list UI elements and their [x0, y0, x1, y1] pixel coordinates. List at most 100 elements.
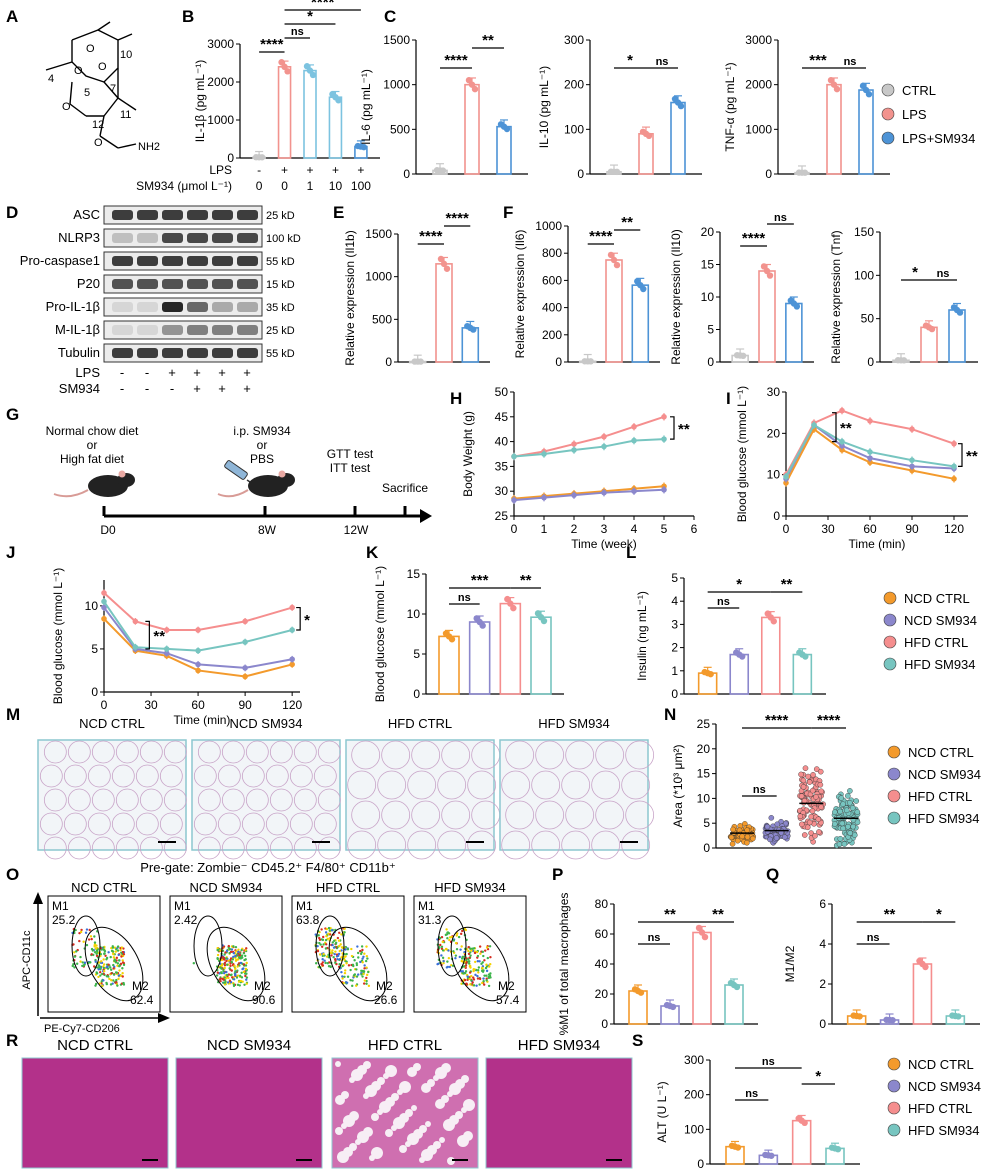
data-point: [802, 765, 809, 772]
adipocyte: [437, 830, 467, 860]
data-point: [853, 798, 860, 804]
flow-event: [485, 969, 489, 973]
significance-label: ns: [774, 212, 787, 224]
significance-label: ****: [742, 230, 766, 247]
x-tick-label: 0: [783, 522, 790, 536]
y-tick-label: 200: [684, 1088, 704, 1102]
flow-event: [480, 969, 484, 973]
series-line: [103, 600, 293, 652]
flow-event: [469, 954, 472, 957]
series-point: [101, 598, 107, 605]
band-label: M-IL-1β: [55, 322, 100, 337]
data-point: [763, 267, 771, 275]
lipid-droplet: [335, 1061, 341, 1067]
flow-event: [233, 967, 237, 971]
flow-event: [225, 970, 228, 974]
data-point: [804, 824, 811, 831]
flow-event: [119, 948, 122, 952]
x-tick-label: 5: [661, 522, 668, 536]
adipocyte: [407, 770, 437, 800]
adipocyte: [39, 812, 63, 836]
lipid-droplet: [349, 1111, 359, 1121]
significance-label: *: [815, 1068, 821, 1085]
adipocyte: [67, 788, 91, 812]
flow-event: [455, 934, 458, 937]
data-point: [767, 836, 773, 843]
flow-event: [119, 962, 123, 966]
flow-event: [320, 963, 324, 966]
gate-label: M1: [418, 899, 435, 913]
data-point: [774, 821, 781, 828]
bar: [792, 653, 813, 695]
flow-event: [444, 947, 448, 951]
bar: [692, 931, 712, 1025]
flow-cytometry-row: Pre-gate: Zombie⁻ CD45.2⁺ F4/80⁺ CD11b⁺ A…: [21, 860, 527, 1035]
legend-label: NCD CTRL: [908, 1057, 974, 1072]
flow-event: [222, 981, 225, 984]
flow-event: [365, 973, 369, 977]
bar: [464, 83, 480, 175]
adipocyte: [265, 764, 289, 788]
data-point: [768, 815, 775, 821]
adipocyte: [111, 812, 135, 836]
adipocyte: [193, 764, 217, 788]
y-tick-label: 6: [819, 897, 826, 911]
adipocyte: [535, 800, 565, 830]
adipocyte: [317, 788, 341, 812]
adipocyte: [561, 770, 591, 800]
y-axis-label: Body Weight (g): [461, 411, 475, 497]
lipid-droplet: [413, 1063, 421, 1071]
timeline-diet-line3: High fat diet: [60, 452, 125, 466]
significance-label: **: [884, 906, 896, 923]
y-axis-label: ALT (U L⁻¹): [655, 1081, 669, 1142]
flow-event: [332, 955, 335, 959]
panel-letter-s: S: [632, 1031, 643, 1050]
x-axis-label: Time (min): [174, 713, 231, 727]
significance-label: ns: [937, 268, 950, 280]
flow-event: [450, 935, 453, 939]
flow-event: [447, 949, 450, 952]
flow-event: [79, 960, 82, 963]
data-point: [309, 71, 317, 79]
adipocyte: [625, 740, 655, 770]
flow-event: [461, 970, 465, 973]
y-tick-label: 2000: [745, 78, 772, 92]
legend-label: NCD CTRL: [908, 745, 974, 760]
flow-event: [341, 975, 344, 978]
flow-event: [73, 955, 77, 958]
gate-label: M2: [132, 979, 149, 993]
flow-event: [479, 952, 482, 955]
blot-band: [162, 348, 183, 358]
band-size: 35 kD: [266, 302, 295, 314]
flow-event: [472, 978, 476, 981]
gate-m1: [315, 915, 345, 977]
legend-marker: [887, 811, 901, 825]
series-point: [661, 414, 667, 420]
data-point: [840, 801, 846, 807]
lipid-droplet: [377, 1077, 385, 1085]
flow-event: [220, 971, 223, 975]
series-point: [195, 627, 201, 633]
flow-event: [484, 949, 487, 952]
blot-band: [237, 302, 258, 312]
flow-event: [323, 959, 326, 962]
flow-event: [482, 979, 485, 983]
flow-event: [114, 950, 118, 953]
atom-label: O: [74, 65, 83, 77]
lipid-droplet: [411, 1105, 417, 1111]
flow-event: [112, 967, 115, 970]
lipid-droplet: [433, 1141, 441, 1149]
series-point: [867, 449, 873, 455]
adipocyte: [411, 800, 441, 830]
flow-event: [105, 956, 109, 960]
flow-event: [361, 948, 364, 952]
flow-event: [103, 952, 106, 956]
y-axis-label: Relative expression (Il6): [513, 230, 527, 359]
data-point: [698, 929, 706, 936]
legend-marker: [887, 1079, 901, 1093]
blot-band: [237, 233, 258, 243]
y-tick-label: 40: [495, 435, 509, 449]
flow-event: [100, 960, 103, 963]
blot-band: [237, 325, 258, 335]
